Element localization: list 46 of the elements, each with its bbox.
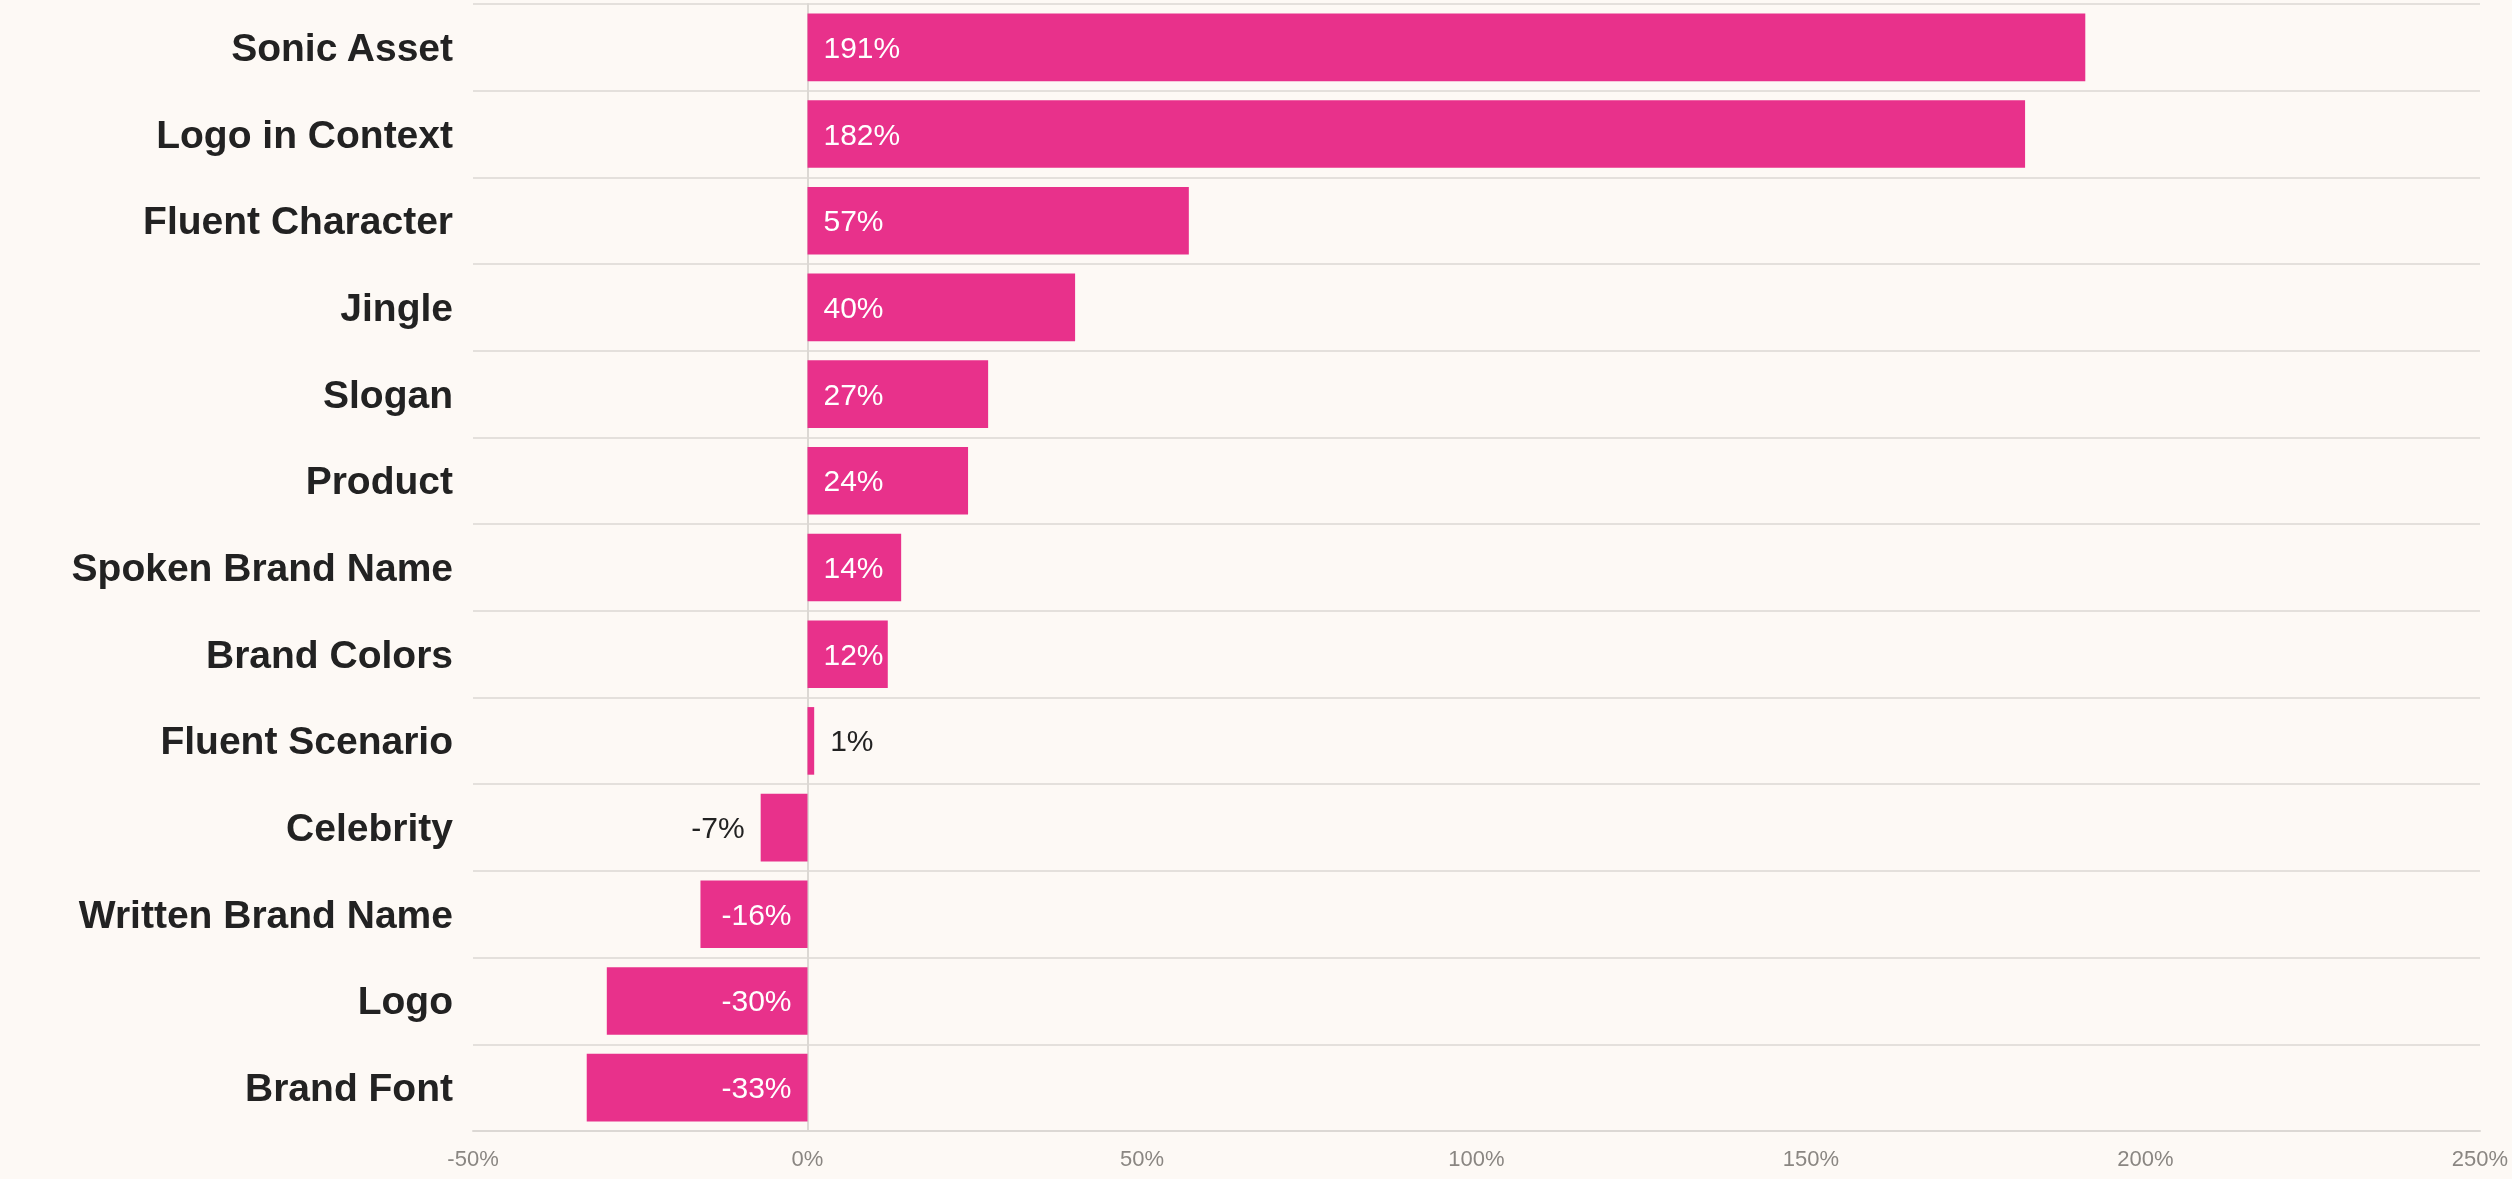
data-label: 24% (823, 464, 884, 498)
x-tick-label: 250% (2451, 1145, 2509, 1171)
y-tick-label: Fluent Scenario (160, 719, 453, 763)
bar (807, 360, 989, 428)
y-tick-label: Brand Colors (205, 632, 453, 676)
y-tick-label: Spoken Brand Name (71, 546, 453, 589)
y-tick-label: Slogan (322, 372, 453, 416)
bar (807, 13, 2086, 82)
y-tick-label: Product (305, 459, 453, 503)
bar (807, 273, 1076, 342)
data-label: -7% (691, 811, 745, 845)
data-label: 14% (823, 551, 884, 584)
y-tick-label: Logo (357, 979, 453, 1023)
y-tick-label: Jingle (340, 285, 453, 329)
y-tick-label: Sonic Asset (231, 25, 454, 69)
bar (807, 620, 888, 688)
bar (700, 880, 808, 949)
data-label: -33% (721, 1071, 792, 1105)
x-tick-label: 50% (1119, 1145, 1165, 1171)
bar (807, 186, 1189, 255)
data-label: 40% (823, 290, 884, 324)
data-label: -16% (721, 897, 792, 931)
x-tick-label: -50% (447, 1145, 499, 1171)
y-tick-label: Written Brand Name (78, 892, 453, 936)
x-tick-label: 100% (1448, 1145, 1505, 1171)
data-label: 12% (823, 637, 884, 671)
y-tick-label: Celebrity (286, 806, 454, 850)
data-label: 191% (823, 30, 901, 64)
x-tick-label: 200% (2117, 1145, 2174, 1171)
x-tick-label: 0% (791, 1145, 824, 1171)
data-label: -30% (721, 984, 792, 1018)
bar (760, 793, 808, 862)
data-label: 27% (823, 377, 884, 411)
bar (606, 967, 808, 1035)
x-tick-label: 150% (1782, 1145, 1840, 1171)
bar (807, 533, 902, 602)
bar (807, 100, 2026, 168)
y-tick-label: Logo in Context (156, 112, 453, 156)
y-tick-label: Brand Font (245, 1066, 454, 1110)
bar (807, 447, 969, 515)
bar (807, 707, 815, 775)
data-label: 57% (823, 204, 884, 238)
data-label: 1% (830, 724, 874, 758)
y-tick-label: Fluent Character (143, 199, 453, 243)
bar (586, 1053, 808, 1122)
data-label: 182% (823, 117, 901, 151)
